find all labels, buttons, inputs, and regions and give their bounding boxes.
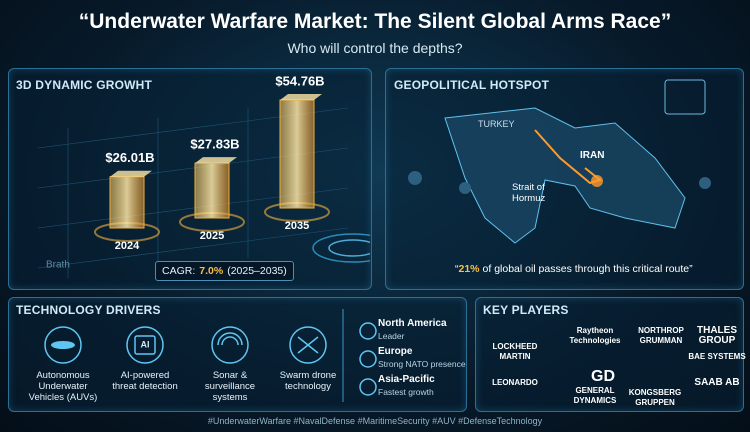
bar-chart: Brath $26.01B 2024 $27.83B 2025 $54.76B 2035 xyxy=(37,73,370,278)
region-name: Europe xyxy=(378,346,413,357)
category-label: 2024 xyxy=(115,240,140,252)
gd-logo: GD xyxy=(591,368,615,385)
panel-title: TECHNOLOGY DRIVERS xyxy=(16,303,161,317)
company-logo: NORTHROP GRUMMAN xyxy=(638,326,684,345)
company-logo: LEONARDO xyxy=(492,378,538,387)
region-note: Strong NATO presence xyxy=(378,359,466,369)
region-name: North America xyxy=(378,318,447,329)
quote-highlight: 21% xyxy=(458,263,480,275)
panel-title: 3D DYNAMIC GROWHT xyxy=(16,78,153,92)
bar-top xyxy=(110,170,152,177)
subtitle: Who will control the depths? xyxy=(287,40,463,56)
map-label: Strait of Hormuz xyxy=(512,182,546,204)
technology-panel xyxy=(8,297,467,412)
map-label: IRAN xyxy=(580,150,605,161)
axis-label: Brath xyxy=(46,260,70,271)
region-name: Asia-Pacific xyxy=(378,374,435,385)
bar xyxy=(194,162,230,219)
category-label: 2035 xyxy=(285,220,309,232)
tech-item: Swarm drone technology xyxy=(279,370,337,392)
bar-top xyxy=(195,157,237,164)
cagr-value: 7.0% xyxy=(199,265,224,277)
region-note: Fastest growth xyxy=(378,387,434,397)
quote: “21% of global oil passes through this c… xyxy=(455,263,693,275)
region-note: Leader xyxy=(378,331,405,341)
category-label: 2025 xyxy=(200,230,224,242)
company-logo: THALES GROUP xyxy=(697,325,737,346)
panel-title: KEY PLAYERS xyxy=(483,303,569,317)
company-logo: GENERAL DYNAMICS xyxy=(573,386,617,405)
map-label: TURKEY xyxy=(478,119,515,129)
company-logo: BAE SYSTEMS xyxy=(688,352,746,361)
company-logo: LOCKHEED MARTIN xyxy=(492,342,538,361)
icon-text: AI xyxy=(141,339,150,349)
value-label: $54.76B xyxy=(275,73,324,88)
map xyxy=(408,79,711,244)
quote-text: of global oil passes through this critic… xyxy=(482,263,693,275)
tech-item: Sonar & surveillance systems xyxy=(204,370,256,403)
bar-top xyxy=(280,94,322,100)
footer: #UnderwaterWarfare #NavalDefense #Mariti… xyxy=(207,416,543,426)
company-logo: SAAB AB xyxy=(694,377,740,388)
players-panel xyxy=(475,297,744,412)
bar xyxy=(109,176,145,229)
cagr-label: CAGR: xyxy=(162,265,196,277)
cagr-period: (2025–2035) xyxy=(227,265,287,277)
tech-icons: AI xyxy=(44,309,377,402)
value-label: $27.83B xyxy=(190,137,239,152)
tech-item: AI-powered threat detection xyxy=(112,370,178,392)
panel-title: GEOPOLITICAL HOTSPOT xyxy=(394,78,550,92)
company-logo: KONGSBERG GRUPPEN xyxy=(628,388,682,407)
bar xyxy=(279,99,315,209)
company-logo: Raytheon Technologies xyxy=(569,326,621,345)
title: “Underwater Warfare Market: The Silent G… xyxy=(78,10,672,33)
quote-mark: “ xyxy=(455,263,459,275)
tech-item: Autonomous Underwater Vehicles (AUVs) xyxy=(28,370,98,403)
value-label: $26.01B xyxy=(105,150,154,165)
cagr-box: CAGR: 7.0% (2025–2035) xyxy=(155,261,294,281)
